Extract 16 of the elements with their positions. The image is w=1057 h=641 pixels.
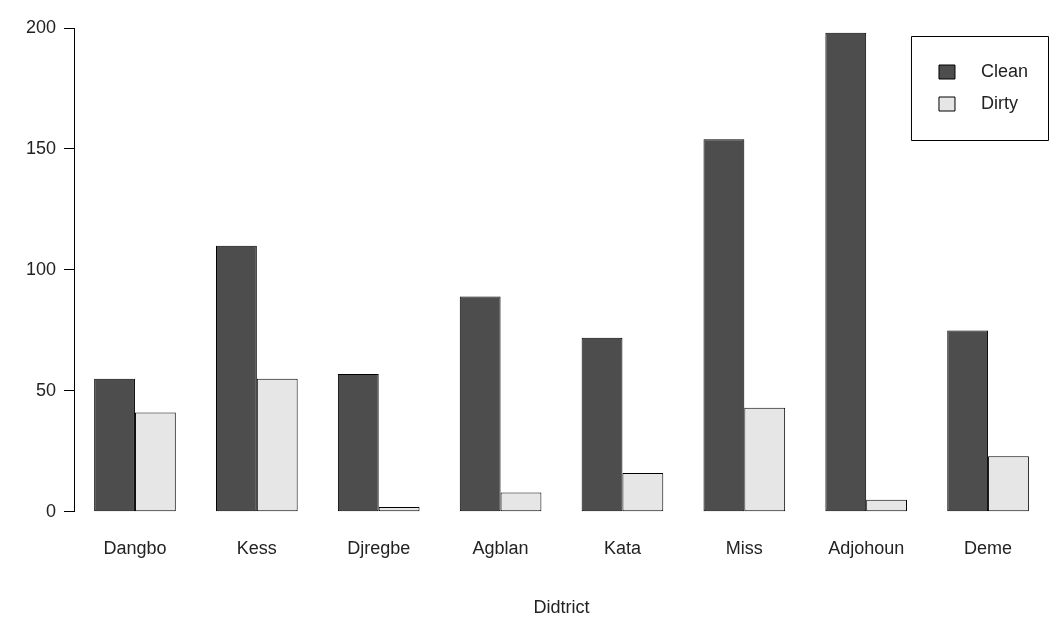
y-tick-label: 50 bbox=[36, 379, 57, 400]
x-tick-label: Deme bbox=[964, 537, 1013, 558]
x-tick-label: Agblan bbox=[472, 537, 529, 558]
y-tick-label: 150 bbox=[25, 137, 57, 158]
x-tick-label: Kess bbox=[236, 537, 277, 558]
y-tick-label: 100 bbox=[25, 258, 57, 279]
y-tick-label: 0 bbox=[46, 500, 57, 521]
x-tick-label: Dangbo bbox=[103, 537, 167, 558]
legend-label: Clean bbox=[980, 60, 1028, 81]
x-tick-label: Adjohoun bbox=[828, 537, 905, 558]
x-tick-label: Djregbe bbox=[347, 537, 411, 558]
x-axis-title: Didtrict bbox=[533, 597, 590, 618]
legend-label: Dirty bbox=[980, 92, 1018, 113]
y-tick-label: 200 bbox=[25, 16, 57, 37]
x-tick-label: Miss bbox=[725, 537, 763, 558]
x-tick-label: Kata bbox=[603, 537, 642, 558]
